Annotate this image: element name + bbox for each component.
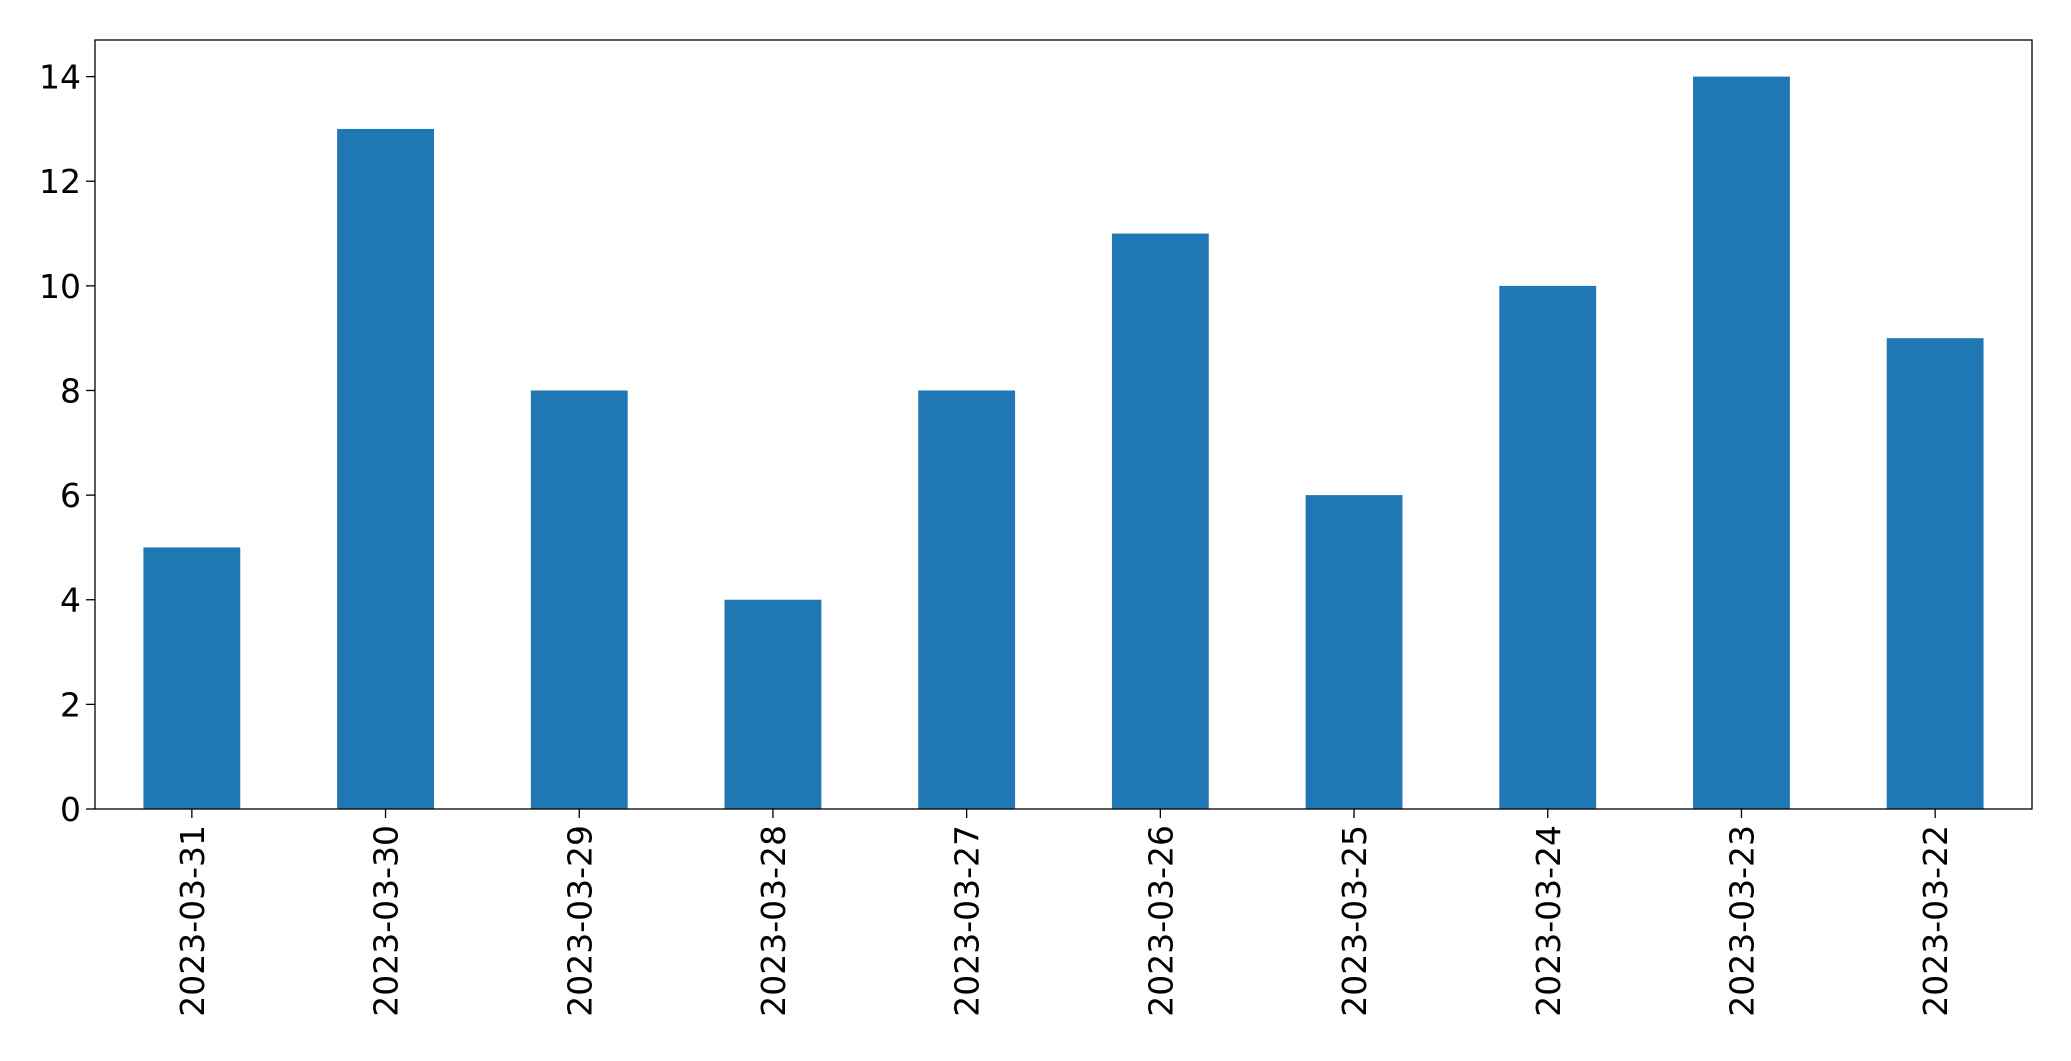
bar — [1111, 233, 1209, 810]
x-tick-label: 2023-03-22 — [1916, 825, 1955, 1017]
x-tick-label: 2023-03-28 — [754, 825, 793, 1017]
bar — [918, 390, 1016, 809]
bar — [724, 599, 822, 809]
bar — [530, 390, 628, 809]
y-tick-label: 4 — [60, 581, 81, 620]
bar — [1499, 285, 1597, 810]
y-tick-label: 12 — [39, 162, 81, 201]
x-tick-label: 2023-03-25 — [1335, 825, 1374, 1017]
bar — [1305, 495, 1403, 809]
y-tick-label: 2 — [60, 685, 81, 724]
y-tick-label: 8 — [60, 371, 81, 410]
bar — [337, 128, 434, 809]
plot-frame — [94, 39, 2033, 810]
y-tick-label: 6 — [60, 476, 81, 515]
bar — [1886, 338, 1984, 809]
bar — [1693, 76, 1790, 810]
x-tick-label: 2023-03-27 — [948, 825, 987, 1017]
x-tick-label: 2023-03-23 — [1722, 825, 1761, 1017]
x-tick-label: 2023-03-31 — [173, 825, 212, 1017]
y-tick-label: 0 — [60, 790, 81, 829]
x-tick-label: 2023-03-26 — [1141, 825, 1180, 1017]
bar — [143, 547, 241, 809]
y-tick-label: 10 — [39, 267, 81, 306]
x-tick-label: 2023-03-30 — [367, 825, 406, 1017]
x-tick-label: 2023-03-24 — [1529, 825, 1568, 1017]
y-tick-label: 14 — [39, 58, 81, 97]
x-tick-label: 2023-03-29 — [560, 825, 599, 1017]
